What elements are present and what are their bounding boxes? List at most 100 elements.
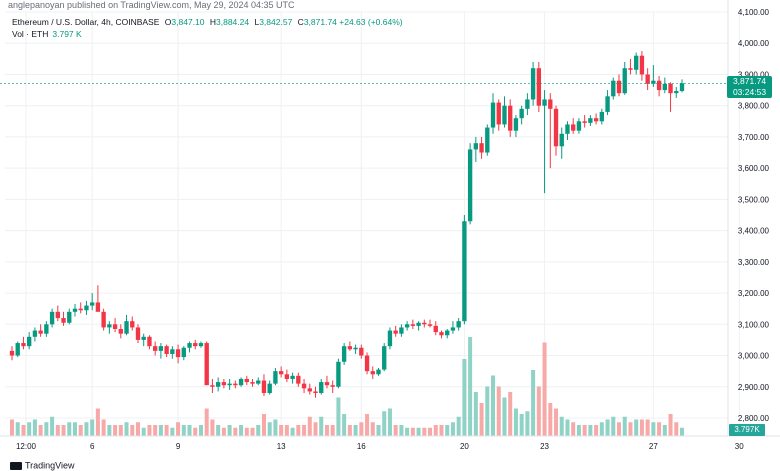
candle-body [130,321,135,328]
volume-bar [290,427,295,436]
candle-body [112,324,118,329]
publisher-attribution: anglepanoyan published on TradingView.co… [8,0,295,10]
price-tick-label: 4,000.00 [738,39,770,48]
candle-body [582,121,587,123]
candle-body [382,346,387,370]
volume-bar [399,425,404,436]
volume-bar [124,422,129,436]
price-tick-label: 3,500.00 [738,195,770,204]
price-tick-label: 4,100.00 [738,8,770,17]
volume-bar [15,422,20,436]
candle-body [78,308,83,311]
volume-bar [462,359,467,436]
volume-bar [347,425,352,436]
candle-body [496,102,501,125]
volume-bar [38,425,43,436]
price-tick-label: 3,700.00 [738,133,770,142]
volume-bar [576,425,581,436]
volume-bar [428,427,433,436]
candle-body [634,55,639,70]
volume-bar [456,416,461,436]
volume-bar [668,414,673,436]
change-value: +24.63 (+0.64%) [339,17,403,27]
volume-bar [267,422,272,436]
candle-body [548,99,553,109]
candle-body [490,102,496,128]
volume-bar [571,422,576,436]
volume-bar [387,408,392,436]
candle-body [101,311,106,328]
price-tick-label: 3,900.00 [738,70,770,79]
volume-bar [204,408,209,436]
volume-bar [273,419,278,436]
volume-bar [496,386,501,436]
candle-body [141,336,146,340]
bar-countdown: 03:24:53 [732,87,767,97]
volume-bar [210,419,215,436]
candle-body [319,382,324,394]
candle-body [656,80,662,91]
volume-bar [508,392,513,436]
candle-body [301,383,307,389]
volume-bar [536,386,541,436]
volume-bar [319,416,324,436]
volume-bar [187,425,192,436]
time-tick-label: 20 [460,442,469,451]
volume-bar [639,419,644,436]
candle-body [181,347,186,358]
candle-body [238,378,244,386]
open-label: O [164,17,172,27]
volume-bar [674,422,679,436]
candle-body [227,383,232,386]
candle-body [599,111,605,122]
volume-bar [525,411,530,436]
candle-body [628,68,633,70]
volume-bar [353,425,358,436]
volume-bars [9,337,685,436]
volume-bar [95,408,100,436]
candle-body [473,143,479,150]
volume-bar [559,416,564,436]
candle-body [95,302,101,312]
volume-bar [141,427,146,436]
candle-body [347,346,353,350]
volume-bar [342,414,347,436]
volume-bar [485,386,490,436]
candle-body [530,68,536,100]
last-price-value: 3,871.74 [732,76,767,86]
volume-bar [502,397,507,436]
high-label: H [209,17,216,27]
volume-bar [531,370,536,436]
candle-body [267,383,272,394]
candle-body [175,349,181,358]
volume-bar [193,427,198,436]
volume-bar [588,425,593,436]
candle-body [542,99,547,106]
candle-body [559,133,564,147]
volume-bar [67,422,72,436]
price-axis: 2,800.00 2,900.00 3,000.00 3,100.00 3,200.00… [738,8,770,423]
candle-body [416,322,421,326]
candle-body [525,99,530,109]
candle-body [508,105,513,131]
candle-body [485,127,490,153]
candle-body [353,347,358,350]
volume-bar [32,419,37,436]
candle-body [674,91,679,94]
candle-body [9,350,15,356]
volume-bar [519,414,524,436]
candle-body [427,324,433,326]
candle-body [221,382,227,386]
volume-bar [657,422,662,436]
candle-body [170,349,175,354]
volume-bar [599,422,604,436]
time-tick-label: 9 [176,442,181,451]
volume-bar [376,425,381,436]
candle-body [244,378,249,383]
volume-bar [233,427,238,436]
candle-body [536,68,542,106]
candle-body [193,343,198,347]
candle-body [341,346,347,362]
volume-bar [416,427,421,436]
